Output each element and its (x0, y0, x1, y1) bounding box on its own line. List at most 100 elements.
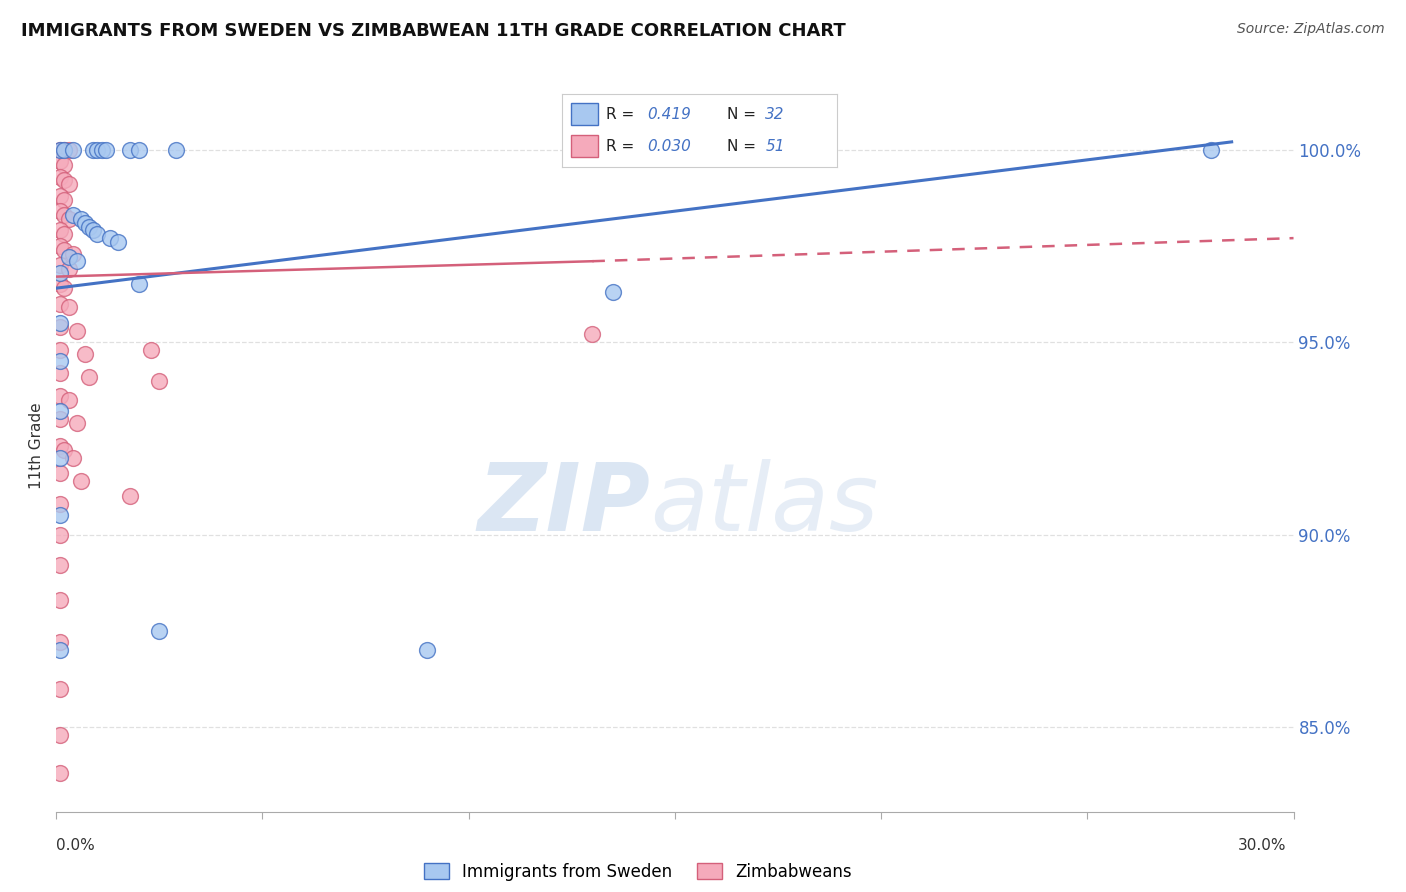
Point (58, 143, 80, 157)
Text: IMMIGRANTS FROM SWEDEN VS ZIMBABWEAN 11TH GRADE CORRELATION CHART: IMMIGRANTS FROM SWEDEN VS ZIMBABWEAN 11T… (21, 22, 846, 40)
Point (49, 643, 72, 657)
Point (62, 450, 84, 465)
Text: 32: 32 (765, 107, 785, 121)
Point (165, 143, 187, 157)
Point (62, 246, 84, 260)
Point (120, 489, 142, 503)
Point (94, 143, 117, 157)
Point (53, 281, 76, 295)
Point (53, 193, 76, 207)
Point (86, 143, 108, 157)
Point (82, 223, 104, 237)
Point (49, 266, 72, 280)
Point (49, 728, 72, 742)
Point (49, 681, 72, 696)
Y-axis label: 11th Grade: 11th Grade (30, 402, 45, 490)
Text: atlas: atlas (650, 459, 879, 550)
Point (49, 319, 72, 334)
Point (49, 316, 72, 330)
Point (49, 277, 72, 292)
Point (602, 285, 624, 299)
Point (53, 143, 76, 157)
Point (49, 497, 72, 511)
Point (128, 143, 150, 157)
Point (49, 343, 72, 357)
Point (49, 239, 72, 253)
Point (98, 231, 121, 245)
Point (53, 143, 76, 157)
Point (148, 624, 170, 638)
Point (107, 235, 129, 249)
Point (49, 593, 72, 607)
Point (49, 558, 72, 573)
Point (49, 169, 72, 184)
Point (58, 301, 80, 315)
Point (148, 374, 170, 388)
Point (49, 188, 72, 202)
Point (77, 219, 100, 234)
Point (49, 143, 72, 157)
Point (49, 412, 72, 426)
Point (49, 143, 72, 157)
Point (77, 369, 100, 384)
Point (86, 227, 108, 242)
Point (90, 143, 112, 157)
Text: 0.030: 0.030 (647, 139, 692, 153)
Point (66, 254, 89, 268)
Text: N =: N = (727, 139, 756, 153)
Text: ZIP: ZIP (477, 458, 650, 550)
Point (1199, 143, 1222, 157)
Point (49, 508, 72, 523)
Point (58, 392, 80, 407)
Point (49, 635, 72, 649)
Text: Source: ZipAtlas.com: Source: ZipAtlas.com (1237, 22, 1385, 37)
Text: 0.0%: 0.0% (56, 838, 96, 854)
Bar (571, 103, 598, 125)
Text: 30.0%: 30.0% (1239, 838, 1286, 854)
Point (75, 216, 97, 230)
Text: 0.419: 0.419 (647, 107, 692, 121)
Point (128, 277, 150, 292)
Point (53, 243, 76, 257)
Point (82, 143, 104, 157)
Point (58, 261, 80, 276)
Point (66, 324, 89, 338)
Point (416, 643, 439, 657)
Point (53, 158, 76, 172)
Point (49, 154, 72, 169)
Point (49, 527, 72, 541)
Text: N =: N = (727, 107, 756, 121)
Point (70, 474, 93, 488)
Point (53, 173, 76, 187)
Point (66, 416, 89, 430)
Bar (571, 136, 598, 157)
Point (120, 143, 142, 157)
Point (49, 766, 72, 780)
Point (53, 208, 76, 222)
Point (58, 211, 80, 226)
Point (49, 296, 72, 310)
Point (581, 327, 603, 342)
Point (49, 466, 72, 480)
Point (49, 354, 72, 368)
Point (49, 258, 72, 272)
Text: R =: R = (606, 107, 634, 121)
Point (49, 223, 72, 237)
Point (58, 178, 80, 192)
Point (53, 442, 76, 457)
Legend: Immigrants from Sweden, Zimbabweans: Immigrants from Sweden, Zimbabweans (418, 856, 859, 888)
Text: 51: 51 (765, 139, 785, 153)
Point (58, 251, 80, 265)
Point (49, 404, 72, 418)
Point (49, 366, 72, 380)
Point (49, 450, 72, 465)
Point (49, 439, 72, 453)
Point (49, 204, 72, 219)
Text: R =: R = (606, 139, 634, 153)
Point (62, 143, 84, 157)
Point (70, 211, 93, 226)
Point (49, 389, 72, 403)
Point (75, 346, 97, 360)
Point (139, 343, 162, 357)
Point (62, 208, 84, 222)
